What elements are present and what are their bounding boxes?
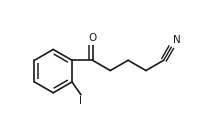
Text: I: I	[79, 96, 82, 106]
Text: N: N	[172, 35, 180, 45]
Text: O: O	[88, 33, 96, 43]
